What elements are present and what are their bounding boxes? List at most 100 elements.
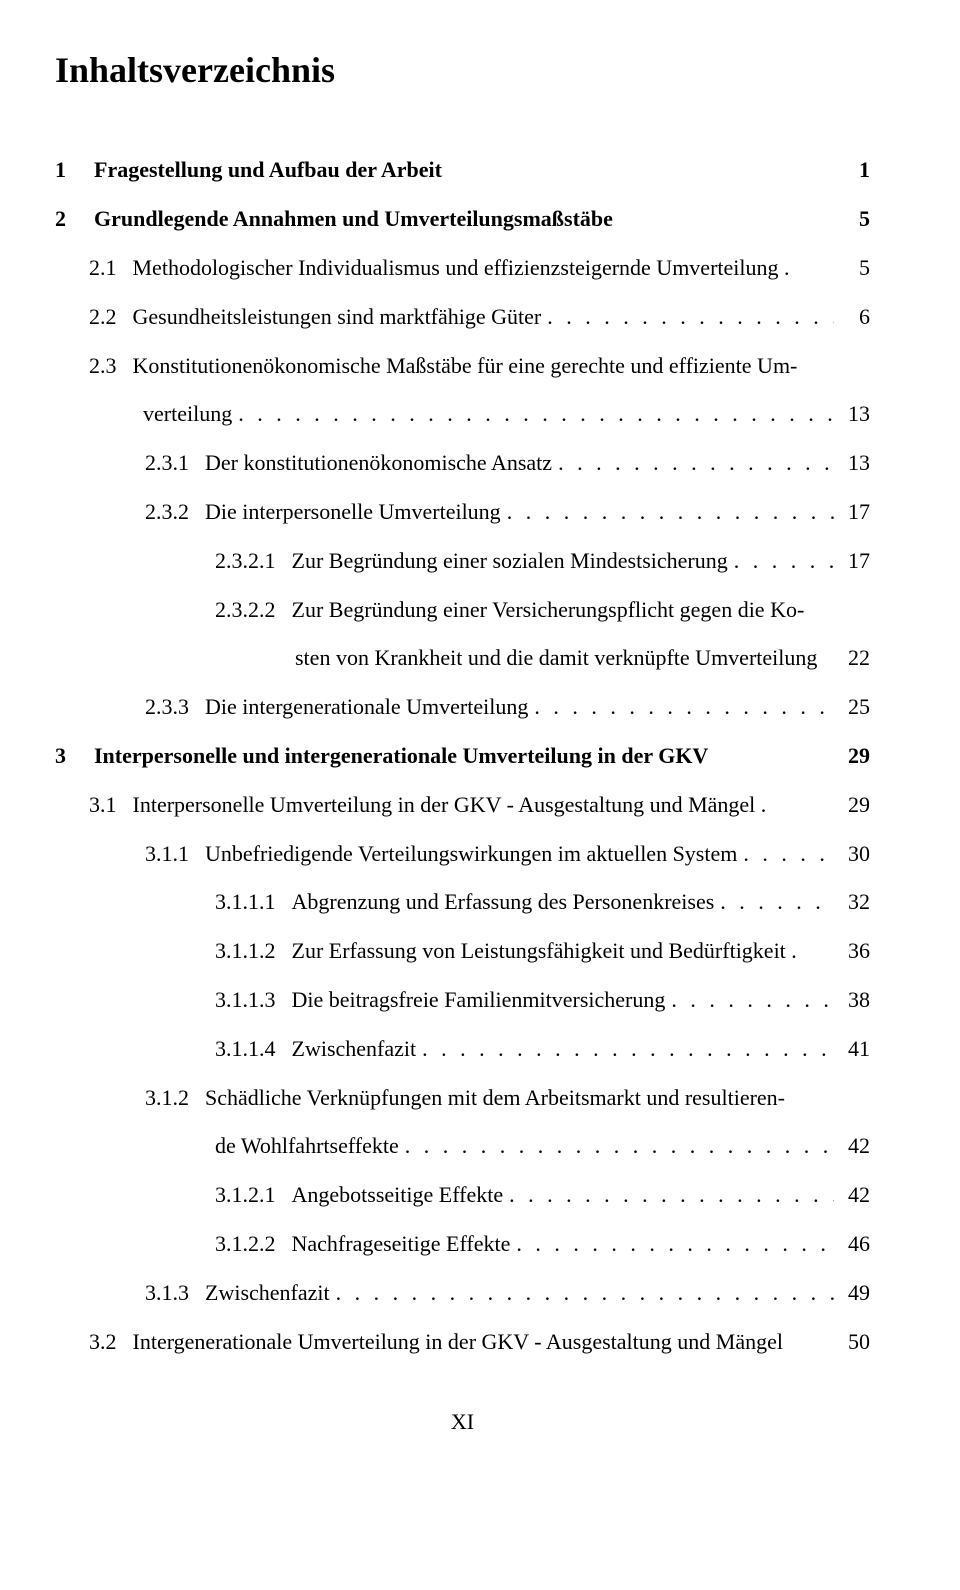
toc-title: Intergenerationale Umverteilung in der G… [133,1327,783,1358]
toc-page: 41 [840,1034,870,1065]
toc-title: Nachfrageseitige Effekte [292,1229,511,1260]
toc-title-continued: sten von Krankheit und die damit verknüp… [295,643,817,674]
toc-title: Zur Erfassung von Leistungsfähigkeit und… [292,936,797,967]
toc-title: Abgrenzung und Erfassung des Personenkre… [292,887,715,918]
toc-title: Die interpersonelle Umverteilung [205,497,501,528]
toc-number: 2.3.2.2 [215,595,276,626]
toc-number: 3.1.2.2 [215,1229,276,1260]
toc-number: 2.2 [89,302,117,333]
toc-number: 3.1.2 [145,1083,189,1114]
toc-page: 13 [840,399,870,430]
toc-leader-dots: . . . . . . . . . . . . . . . . . . . . … [534,692,834,723]
toc-leader-dots: . . . . . . . . . . . . . . . . . . . . … [671,985,834,1016]
toc-entry-chapter: 2 Grundlegende Annahmen und Umverteilung… [55,204,870,235]
toc-page: 1 [840,155,870,186]
toc-entry: 3.1.1.3 Die beitragsfreie Familienmitver… [55,985,870,1016]
toc-entry-multiline: 2.3.2.2 Zur Begründung einer Versicherun… [55,595,870,675]
toc-page: 5 [840,204,870,235]
toc-number: 2.3.2 [145,497,189,528]
toc-title: Zur Begründung einer sozialen Mindestsic… [292,546,728,577]
toc-entry-multiline: 2.3 Konstitutionenökonomische Maßstäbe f… [55,351,870,431]
toc-leader-dots: . . . . . . . . . . . . . . . . . . . . … [743,839,834,870]
document-title: Inhaltsverzeichnis [55,45,870,95]
toc-number: 2.1 [89,253,117,284]
toc-title: Zwischenfazit [292,1034,417,1065]
toc-number: 1 [55,155,66,186]
toc-number: 3.1 [89,790,117,821]
toc-leader-dots: . . . . . . . . . . . . . . . . . . . . … [720,887,834,918]
toc-title: Grundlegende Annahmen und Umverteilungsm… [94,204,613,235]
toc-title-continued: de Wohlfahrtseffekte [215,1131,399,1162]
toc-title: Interpersonelle Umverteilung in der GKV … [133,790,767,821]
toc-title: Interpersonelle und intergenerationale U… [94,741,708,772]
toc-leader-dots: . . . . . . . . . . . . . . . . . . . . … [507,497,834,528]
toc-title: Gesundheitsleistungen sind marktfähige G… [133,302,542,333]
toc-entry: 2.3.1 Der konstitutionenökonomische Ansa… [55,448,870,479]
toc-leader-dots: . . . . . . . . . . . . . . . . . . . . … [509,1180,834,1211]
toc-entry: 3.1.1.2 Zur Erfassung von Leistungsfähig… [55,936,870,967]
toc-page: 6 [840,302,870,333]
toc-number: 2 [55,204,66,235]
toc-leader-dots: . . . . . . . . . . . . . . . . . . . . … [547,302,834,333]
toc-number: 3.1.1.2 [215,936,276,967]
toc-entry: 2.2 Gesundheitsleistungen sind marktfähi… [55,302,870,333]
toc-number: 3.2 [89,1327,117,1358]
toc-entry: 2.1 Methodologischer Individualismus und… [55,253,870,284]
toc-entry: 3.2 Intergenerationale Umverteilung in d… [55,1327,870,1358]
toc-title: Die beitragsfreie Familienmitversicherun… [292,985,666,1016]
toc-number: 2.3.1 [145,448,189,479]
toc-entry: 3.1.3 Zwischenfazit . . . . . . . . . . … [55,1278,870,1309]
toc-entry: 2.3.2 Die interpersonelle Umverteilung .… [55,497,870,528]
toc-number: 3 [55,741,66,772]
toc-number: 2.3 [89,351,117,382]
toc-leader-dots: . . . . . . . . . . . . . . . . . . . . … [405,1131,834,1162]
toc-entry: 3.1 Interpersonelle Umverteilung in der … [55,790,870,821]
toc-page: 42 [840,1131,870,1162]
toc-number: 3.1.1 [145,839,189,870]
toc-leader-dots: . . . . . . . . . . . . . . . . . . . . … [336,1278,834,1309]
toc-page: 36 [840,936,870,967]
page-number-footer: XI [55,1407,870,1438]
toc-title: Angebotsseitige Effekte [292,1180,504,1211]
toc-leader-dots: . . . . . . . . . . . . . . . . . . . . … [422,1034,834,1065]
toc-page: 17 [840,497,870,528]
toc-leader-dots: . . . . . . . . . . . . . . . . . . . . … [516,1229,834,1260]
toc-entry: 3.1.1.1 Abgrenzung und Erfassung des Per… [55,887,870,918]
toc-title: Unbefriedigende Verteilungswirkungen im … [205,839,737,870]
toc-page: 25 [840,692,870,723]
toc-title: Konstitutionenökonomische Maßstäbe für e… [133,351,798,382]
toc-title-continued: verteilung [143,399,232,430]
toc-entry-chapter: 3 Interpersonelle und intergenerationale… [55,741,870,772]
toc-number: 3.1.1.4 [215,1034,276,1065]
toc-number: 3.1.3 [145,1278,189,1309]
toc-number: 3.1.2.1 [215,1180,276,1211]
toc-entry: 3.1.1 Unbefriedigende Verteilungswirkung… [55,839,870,870]
toc-page: 13 [840,448,870,479]
toc-title: Zwischenfazit [205,1278,330,1309]
toc-page: 42 [840,1180,870,1211]
toc-entry: 2.3.2.1 Zur Begründung einer sozialen Mi… [55,546,870,577]
toc-number: 2.3.3 [145,692,189,723]
toc-leader-dots: . . . . . . . . . . . . . . . . . . . . … [238,399,834,430]
toc-entry: 3.1.2.1 Angebotsseitige Effekte . . . . … [55,1180,870,1211]
toc-title: Schädliche Verknüpfungen mit dem Arbeits… [205,1083,785,1114]
toc-page: 38 [840,985,870,1016]
toc-page: 29 [840,790,870,821]
toc-number: 2.3.2.1 [215,546,276,577]
page-container: Inhaltsverzeichnis 1 Fragestellung und A… [0,0,960,1478]
toc-page: 46 [840,1229,870,1260]
toc-number: 3.1.1.3 [215,985,276,1016]
toc-title: Zur Begründung einer Versicherungspflich… [292,595,805,626]
toc-entry: 3.1.1.4 Zwischenfazit . . . . . . . . . … [55,1034,870,1065]
toc-leader-dots: . . . . . . . . . . . . . . . . . . . . … [734,546,834,577]
toc-title: Der konstitutionenökonomische Ansatz [205,448,552,479]
toc-entry-chapter: 1 Fragestellung und Aufbau der Arbeit 1 [55,155,870,186]
toc-title: Fragestellung und Aufbau der Arbeit [94,155,442,186]
toc-page: 22 [840,643,870,674]
toc-number: 3.1.1.1 [215,887,276,918]
toc-page: 5 [840,253,870,284]
toc-entry: 3.1.2.2 Nachfrageseitige Effekte . . . .… [55,1229,870,1260]
toc-page: 30 [840,839,870,870]
toc-page: 49 [840,1278,870,1309]
toc-entry-multiline: 3.1.2 Schädliche Verknüpfungen mit dem A… [55,1083,870,1163]
